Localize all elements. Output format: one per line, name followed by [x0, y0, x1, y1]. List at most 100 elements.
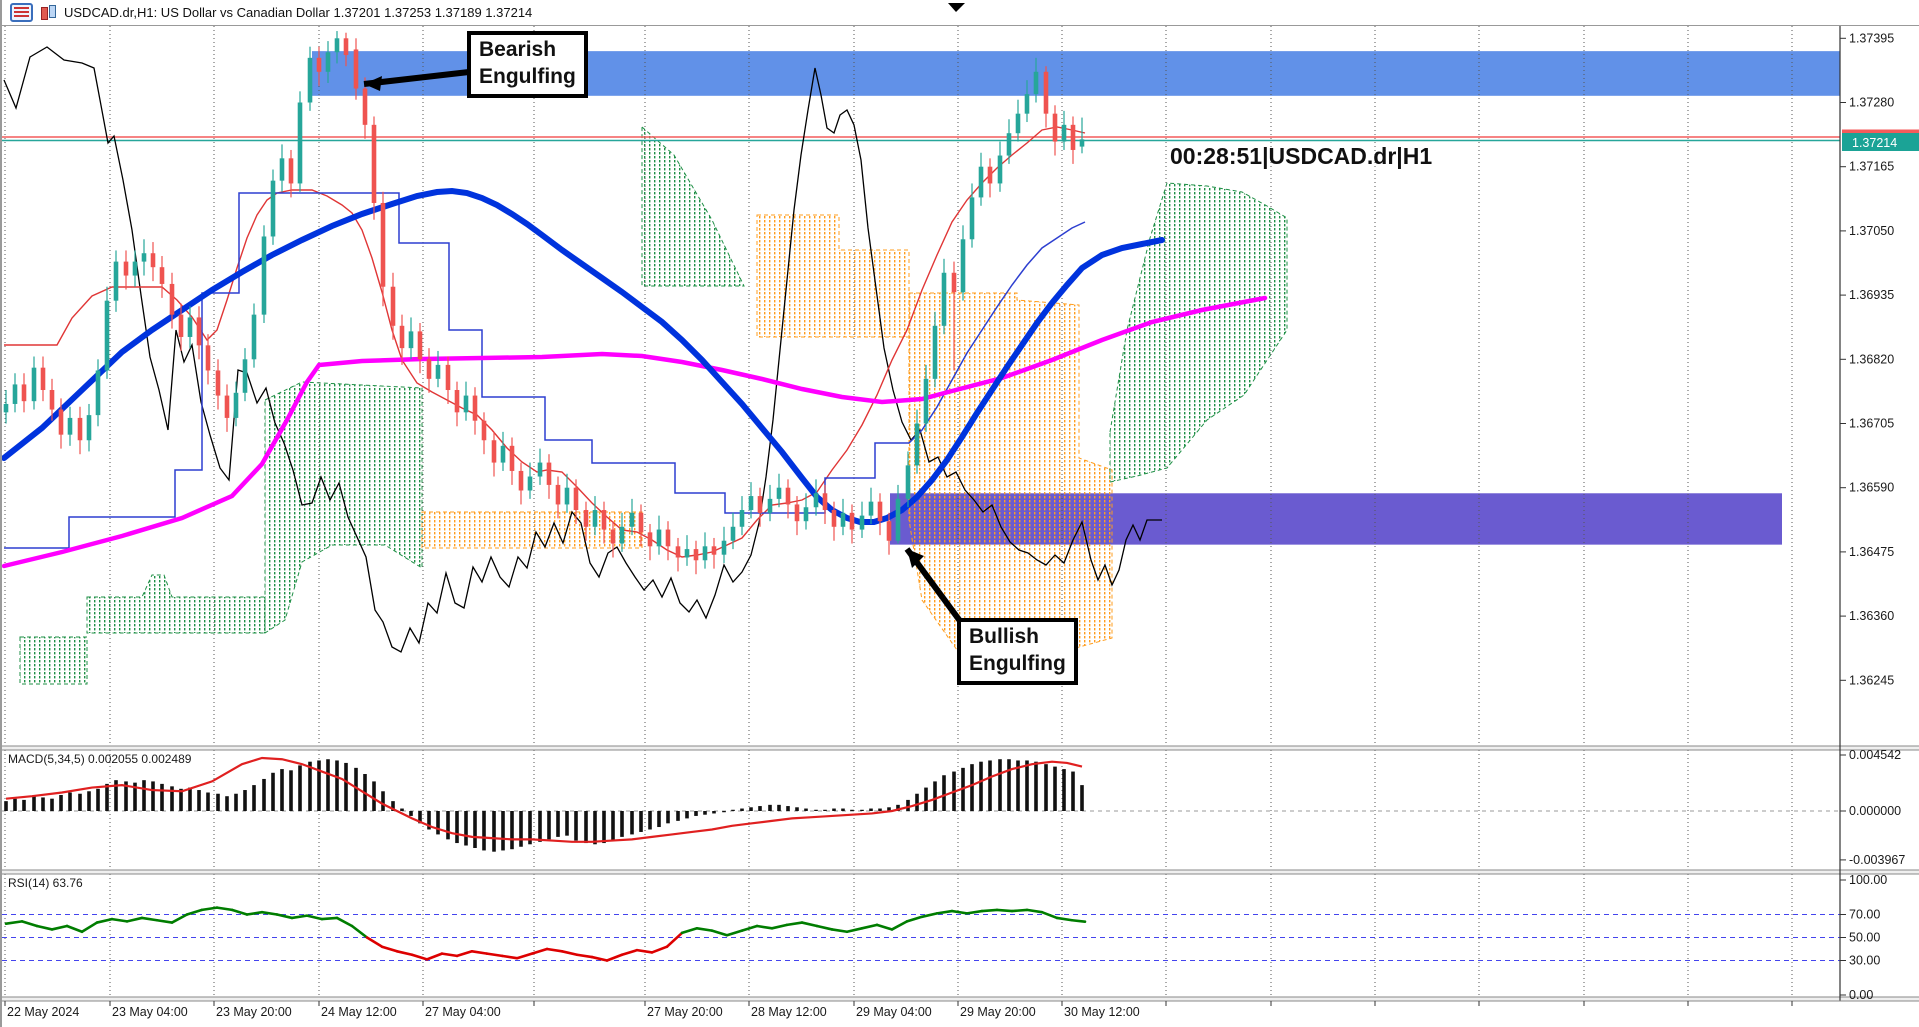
rsi-line-segment	[470, 949, 489, 955]
candle-body-down	[481, 420, 487, 441]
rsi-indicator-label: RSI(14) 63.76	[8, 876, 83, 890]
candle-body-up	[914, 423, 920, 466]
panel-separator[interactable]	[2, 997, 1919, 1001]
candle-body-down	[822, 493, 828, 511]
macd-histogram-bar	[280, 769, 284, 811]
macd-histogram-bar	[823, 809, 827, 811]
macd-histogram-bar	[179, 788, 183, 811]
rsi-line-segment	[965, 909, 984, 915]
bullish-engulfing-line2: Engulfing	[969, 652, 1066, 676]
candle-body-up	[132, 261, 138, 276]
candle-body-up	[803, 507, 809, 522]
macd-histogram-bar	[1016, 760, 1020, 811]
rsi-line-segment	[860, 923, 879, 930]
bearish-engulfing-line2: Engulfing	[479, 65, 576, 89]
rsi-line-segment	[545, 947, 564, 953]
rsi-line-segment	[155, 918, 174, 924]
price-axis-label: 1.36245	[1849, 673, 1894, 687]
ichimoku-cloud-green-1	[86, 574, 266, 634]
macd-histogram-bar	[906, 799, 910, 811]
candle-body-down	[1043, 71, 1049, 114]
price-axis-label: 1.36360	[1849, 609, 1894, 623]
candle-body-down	[573, 487, 579, 511]
macd-histogram-bar	[50, 798, 54, 811]
rsi-line-segment	[935, 909, 954, 915]
price-axis-label: 1.37280	[1849, 95, 1894, 109]
candle-body-up	[261, 236, 267, 315]
macd-histogram-bar	[979, 761, 983, 811]
macd-histogram-bar	[206, 792, 210, 811]
macd-histogram-bar	[381, 791, 385, 811]
ichimoku-cloud-green-7	[1109, 182, 1288, 483]
quotes-list-icon[interactable]	[10, 3, 33, 22]
candle-body-down	[831, 510, 837, 527]
candle-body-up	[334, 38, 340, 53]
macd-histogram-bar	[298, 765, 302, 811]
price-axis-label: 1.36475	[1849, 545, 1894, 559]
macd-histogram-bar	[418, 811, 422, 824]
rsi-line-segment	[380, 945, 399, 953]
rsi-line-segment	[680, 926, 699, 935]
macd-histogram-bar	[915, 793, 919, 811]
macd-histogram-bar	[335, 760, 339, 811]
macd-histogram-bar	[133, 782, 137, 811]
rsi-line-segment	[785, 921, 804, 927]
candle-body-up	[307, 57, 313, 103]
candle-body-down	[150, 253, 156, 268]
rsi-line-segment	[110, 917, 129, 923]
candle-body-up	[895, 498, 901, 541]
macd-histogram-bar	[151, 781, 155, 811]
rsi-line-segment	[605, 953, 624, 962]
candle-body-up	[859, 515, 865, 530]
rsi-axis-label: 0.00	[1849, 988, 1873, 1002]
object-marker-triangle[interactable]	[948, 3, 965, 12]
macd-histogram-bar	[666, 811, 670, 824]
macd-histogram-bar	[344, 762, 348, 811]
candle-body-down	[509, 445, 515, 471]
candle-body-up	[932, 325, 938, 379]
macd-histogram-bar	[243, 790, 247, 811]
macd-histogram-bar	[988, 760, 992, 811]
rsi-line-segment	[845, 926, 864, 934]
candle-body-up	[270, 180, 276, 237]
macd-histogram-bar	[1025, 760, 1029, 811]
rsi-line-segment	[95, 917, 114, 924]
candle-body-down	[491, 440, 497, 463]
panel-separator[interactable]	[2, 870, 1919, 874]
rsi-line-segment	[410, 953, 429, 961]
macd-histogram-bar	[657, 811, 661, 828]
rsi-line-segment	[500, 954, 519, 960]
candle-body-up	[463, 395, 469, 413]
rsi-line-segment	[950, 909, 969, 915]
macd-histogram-bar	[492, 811, 496, 852]
candlestick-chart-icon[interactable]	[39, 5, 58, 20]
macd-histogram-bar	[1007, 759, 1011, 811]
candle-body-down	[1052, 113, 1058, 142]
macd-histogram-bar	[464, 811, 468, 846]
panel-separator[interactable]	[2, 746, 1919, 750]
candle-body-up	[325, 52, 331, 72]
macd-histogram-bar	[740, 808, 744, 811]
bullish-engulfing-label[interactable]: Bullish Engulfing	[957, 618, 1078, 685]
macd-histogram-bar	[59, 794, 63, 811]
ichimoku-cloud-orange-6	[908, 292, 1113, 661]
price-axis-label: 1.37165	[1849, 160, 1894, 174]
rsi-line-segment	[665, 931, 684, 949]
rsi-line-segment	[80, 921, 99, 934]
macd-histogram-bar	[87, 791, 91, 811]
candle-body-down	[987, 166, 993, 184]
macd-histogram-bar	[308, 761, 312, 811]
macd-histogram-bar	[758, 806, 762, 811]
macd-indicator-label: MACD(5,34,5) 0.002055 0.002489	[8, 752, 192, 766]
macd-histogram-bar	[924, 787, 928, 811]
bearish-arrow[interactable]	[363, 69, 470, 87]
candle-body-down	[583, 510, 589, 527]
macd-axis-label: 0.000000	[1849, 804, 1901, 818]
macd-histogram-bar	[731, 809, 735, 811]
candle-body-up	[592, 510, 598, 527]
candle-body-down	[399, 325, 405, 349]
rsi-line-segment	[755, 924, 774, 930]
bearish-engulfing-label[interactable]: Bearish Engulfing	[467, 31, 588, 98]
bullish-engulfing-line1: Bullish	[969, 625, 1040, 648]
